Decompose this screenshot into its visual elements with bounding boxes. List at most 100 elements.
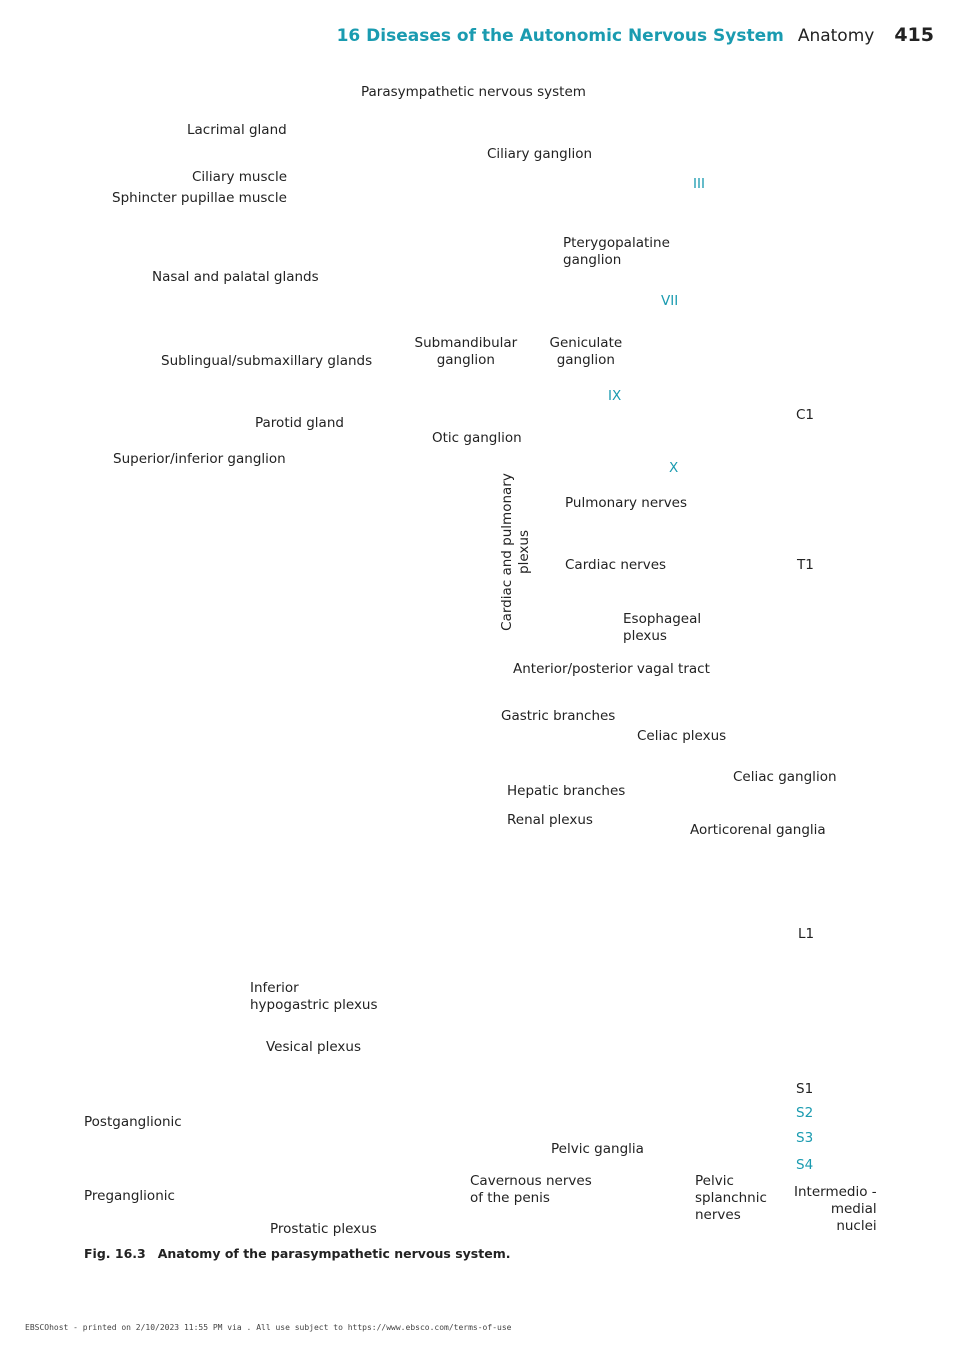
label-line: T1 — [797, 557, 814, 573]
diagram-label: Vesical plexus — [266, 1039, 361, 1056]
diagram-label: Pterygopalatine ganglion — [563, 235, 670, 269]
label-line: III — [693, 176, 705, 192]
label-line: of the penis — [470, 1190, 550, 1206]
label-line: Pulmonary nerves — [565, 495, 688, 511]
label-line: hypogastric plexus — [250, 997, 378, 1013]
label-line: Otic ganglion — [432, 430, 522, 446]
diagram-label: Renal plexus — [507, 812, 593, 829]
diagram-label: Cardiac and pulmonary plexus — [499, 473, 533, 631]
label-line: ganglion — [436, 352, 495, 368]
diagram-label: Postganglionic — [84, 1114, 182, 1131]
label-line: splanchnic — [695, 1190, 767, 1206]
diagram-label: Cardiac nerves — [565, 557, 666, 574]
diagram-label: S4 — [796, 1157, 813, 1174]
diagram-label: Pelvic splanchnic nerves — [695, 1173, 767, 1224]
label-line: L1 — [798, 926, 815, 942]
label-line: ganglion — [556, 352, 615, 368]
label-line: IX — [608, 388, 622, 404]
label-line: ganglion — [563, 252, 622, 268]
label-line: Ciliary ganglion — [487, 146, 593, 162]
label-line: Lacrimal gland — [187, 122, 287, 138]
diagram-label: C1 — [796, 407, 814, 424]
diagram-label: Pelvic ganglia — [551, 1141, 644, 1158]
diagram-label: X — [669, 460, 678, 477]
chapter-title: 16 Diseases of the Autonomic Nervous Sys… — [336, 26, 784, 46]
label-line: Ciliary muscle — [192, 169, 288, 185]
diagram-label: T1 — [797, 557, 814, 574]
diagram-label: Esophageal plexus — [623, 611, 701, 645]
diagram-label: S3 — [796, 1130, 813, 1147]
diagram-label: Superior/inferior ganglion — [113, 451, 286, 468]
label-line: VII — [661, 293, 679, 309]
label-line: Nasal and palatal glands — [152, 269, 319, 285]
diagram-label: Intermedio - medial nuclei — [794, 1184, 877, 1235]
label-line: Sublingual/submaxillary glands — [161, 353, 373, 369]
diagram-label: Gastric branches — [501, 708, 615, 725]
diagram-label: VII — [661, 293, 678, 310]
label-line: Gastric branches — [501, 708, 616, 724]
label-line: Parotid gland — [255, 415, 344, 431]
label-line: S4 — [796, 1157, 814, 1173]
label-line: Cavernous nerves — [470, 1173, 592, 1189]
diagram-label: Inferior hypogastric plexus — [250, 980, 378, 1014]
label-line: Aorticorenal ganglia — [690, 822, 826, 838]
label-line: X — [669, 460, 679, 476]
diagram-label: Submandibular ganglion — [415, 335, 518, 369]
diagram-label: Prostatic plexus — [270, 1221, 377, 1238]
diagram-label: Pulmonary nerves — [565, 495, 687, 512]
caption: Fig. 16.3 Anatomy of the parasympathetic … — [84, 1246, 510, 1261]
label-line: Pelvic — [695, 1173, 734, 1189]
label-line: Hepatic branches — [507, 783, 626, 799]
diagram-label: Sublingual/submaxillary glands — [161, 353, 372, 370]
label-line: C1 — [796, 407, 815, 423]
label-line: Postganglionic — [84, 1114, 182, 1130]
diagram-label: Sphincter pupillae muscle — [112, 190, 287, 207]
label-line: Superior/inferior ganglion — [113, 451, 286, 467]
label-line: Renal plexus — [507, 812, 593, 828]
diagram-label: Lacrimal gland — [187, 122, 287, 139]
label-line: Pelvic ganglia — [551, 1141, 644, 1157]
diagram-label: Hepatic branches — [507, 783, 625, 800]
caption-text: Anatomy of the parasympathetic nervous s… — [157, 1246, 511, 1261]
diagram-label: S1 — [796, 1081, 813, 1098]
label-line: nuclei — [836, 1218, 877, 1234]
label-line: plexus — [623, 628, 667, 644]
diagram-label: Ciliary muscle — [192, 169, 287, 186]
section-title: Anatomy — [797, 26, 875, 46]
diagram-label: Ciliary ganglion — [487, 146, 592, 163]
diagram-label: Otic ganglion — [432, 430, 522, 447]
label-line: Sphincter pupillae muscle — [112, 190, 287, 206]
label-line: Celiac ganglion — [733, 769, 837, 785]
label-line: plexus — [515, 530, 532, 574]
label-line: Submandibular — [414, 335, 518, 351]
diagram-label: Parotid gland — [255, 415, 344, 432]
caption-label: Fig. 16.3 — [84, 1246, 146, 1261]
diagram-label: L1 — [798, 926, 814, 943]
label-line: medial — [830, 1201, 877, 1217]
label-line: Esophageal — [623, 611, 702, 627]
label-line: Cardiac and pulmonary — [498, 473, 515, 631]
label-line: Pterygopalatine — [563, 235, 670, 251]
label-line: Celiac plexus — [637, 728, 727, 744]
diagram-label: Anterior/posterior vagal tract — [513, 661, 710, 678]
label-line: Vesical plexus — [266, 1039, 361, 1055]
running-header: 16 Diseases of the Autonomic Nervous Sys… — [337, 24, 934, 46]
diagram-label: Aorticorenal ganglia — [690, 822, 826, 839]
label-line: Anterior/posterior vagal tract — [513, 661, 710, 677]
label-line: Preganglionic — [84, 1188, 175, 1204]
diagram-label: Cavernous nerves of the penis — [470, 1173, 592, 1207]
label-line: nerves — [695, 1207, 741, 1223]
diagram-label: Nasal and palatal glands — [152, 269, 319, 286]
label-line: S1 — [796, 1081, 814, 1097]
diagram-label: IX — [608, 388, 621, 405]
label-line: S2 — [796, 1105, 814, 1121]
label-line: Cardiac nerves — [565, 557, 667, 573]
diagram-label: Preganglionic — [84, 1188, 175, 1205]
diagram-label: III — [693, 176, 705, 193]
label-line: Prostatic plexus — [270, 1221, 377, 1237]
page-number: 415 — [894, 24, 934, 46]
diagram-label: Celiac ganglion — [733, 769, 837, 786]
diagram-label: Geniculate ganglion — [550, 335, 623, 369]
label-line: S3 — [796, 1130, 814, 1146]
